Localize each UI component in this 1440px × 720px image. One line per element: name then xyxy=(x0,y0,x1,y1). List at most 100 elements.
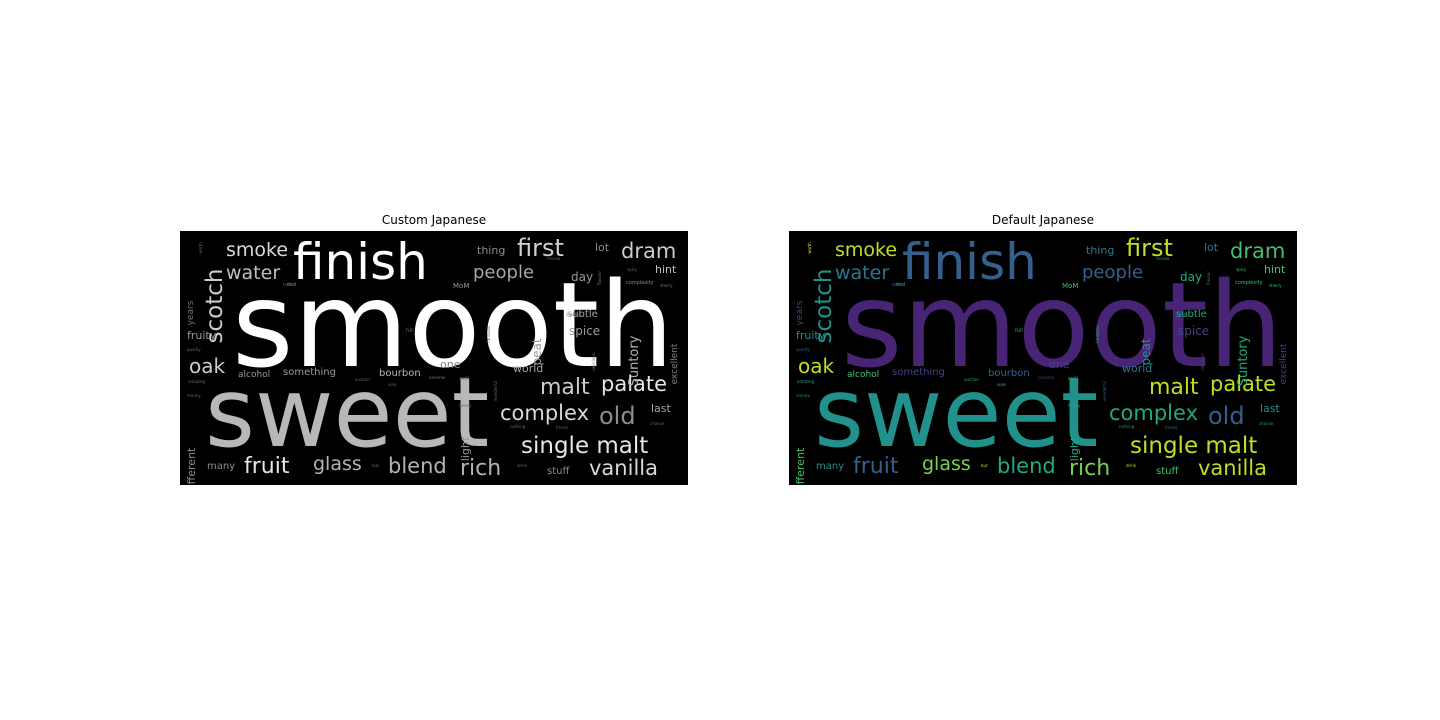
word-first: first xyxy=(517,234,564,262)
word-fruit: fruit xyxy=(244,454,290,479)
word-honey: honey xyxy=(459,403,472,408)
word-complex: complex xyxy=(1109,401,1198,425)
word-palate: palate xyxy=(601,372,667,396)
word-auction: auction xyxy=(355,377,370,382)
word-water: water xyxy=(835,262,889,284)
word-wonderful: wonderful xyxy=(1102,381,1107,401)
word-finish: finish xyxy=(293,233,428,291)
word-blend: blend xyxy=(997,454,1056,478)
default-panel-title: Default Japanese xyxy=(991,213,1095,227)
word-oak: oak xyxy=(189,354,225,378)
word-finish: finish xyxy=(902,233,1037,291)
word-rich: rich xyxy=(460,456,501,481)
word-chance: chance xyxy=(1259,421,1274,426)
word-day: day xyxy=(571,270,593,284)
word-fruity: fruity xyxy=(796,329,826,342)
word-bourbon: bourbon xyxy=(379,368,421,379)
word-fantastic: fantastic xyxy=(486,325,491,342)
default-wordcloud: smooth sweet finish first dram scotch smoke wat… xyxy=(789,231,1297,485)
word-complex: complex xyxy=(500,401,589,425)
word-glass: glass xyxy=(922,453,971,475)
word-but: but xyxy=(981,463,988,468)
word-dram: dram xyxy=(1230,239,1285,263)
word-bourbon: bourbon xyxy=(988,368,1030,379)
word-vanilla: vanilla xyxy=(1198,456,1267,480)
word-scotch: scotch xyxy=(202,269,228,344)
word-amazing: amazing xyxy=(797,379,815,384)
word-years: years xyxy=(795,300,805,325)
word-flavour: flavour xyxy=(1206,271,1211,285)
word-sure: sure xyxy=(997,382,1006,387)
word-single-malt: single malt xyxy=(1130,433,1257,459)
word-lot: lot xyxy=(595,241,610,254)
word-rich: rich xyxy=(1069,456,1110,481)
word-malt: malt xyxy=(1149,375,1199,400)
word-mom: MoM xyxy=(1062,282,1078,290)
word-water: water xyxy=(226,262,280,284)
word-review: review xyxy=(547,256,561,261)
word-drink: drink xyxy=(1126,463,1137,468)
word-flavour: flavour xyxy=(597,271,602,285)
word-spicy: spicy xyxy=(1236,267,1247,272)
word-old: old xyxy=(599,402,636,430)
word-friend: friend xyxy=(556,425,568,430)
word-lot: lot xyxy=(1204,241,1219,254)
word-toffee: toffee xyxy=(892,282,904,287)
word-stuff: stuff xyxy=(1156,466,1179,477)
word-light: light xyxy=(1068,436,1081,461)
word-money: money xyxy=(796,393,810,398)
word-hint: hint xyxy=(1264,263,1286,276)
word-smoke: smoke xyxy=(835,239,897,261)
word-light: light xyxy=(459,436,472,461)
word-full: full xyxy=(406,328,414,334)
word-fruity: fruity xyxy=(187,329,217,342)
word-many: many xyxy=(816,461,844,472)
word-end: end xyxy=(287,282,296,288)
word-people: people xyxy=(1082,262,1143,283)
word-old: old xyxy=(1208,402,1245,430)
word-mouth: mouth xyxy=(566,312,579,317)
word-excellent: excellent xyxy=(1279,343,1289,384)
custom-wordcloud: smooth sweet finish first dram scotch smoke wat… xyxy=(180,231,688,485)
word-caramel: caramel xyxy=(429,375,445,380)
word-auction: auction xyxy=(964,377,979,382)
word-world: world xyxy=(513,362,543,375)
word-scotch: scotch xyxy=(811,269,837,344)
word-friend: friend xyxy=(1165,425,1177,430)
word-end: end xyxy=(896,282,905,288)
word-different: different xyxy=(185,447,198,485)
word-mom: MoM xyxy=(453,282,469,290)
word-thing: thing xyxy=(477,244,505,257)
word-toffee: toffee xyxy=(283,282,295,287)
word-spicy: spicy xyxy=(627,267,638,272)
word-worth: worth xyxy=(198,242,203,254)
word-malt: malt xyxy=(540,375,590,400)
word-honey: honey xyxy=(1068,403,1081,408)
word-well: well xyxy=(459,376,469,382)
word-last: last xyxy=(1260,402,1281,415)
word-delicious: delicious xyxy=(591,353,596,371)
word-one: one xyxy=(1049,358,1070,371)
word-full: full xyxy=(1015,328,1023,334)
word-caramel: caramel xyxy=(1038,375,1054,380)
word-spice: spice xyxy=(569,324,600,338)
word-complexity: complexity xyxy=(626,280,654,286)
word-amazing: amazing xyxy=(188,379,206,384)
word-dram: dram xyxy=(621,239,676,263)
word-but: but xyxy=(372,463,379,468)
word-review: review xyxy=(1156,256,1170,261)
word-quality: quality xyxy=(796,347,810,352)
word-peat: peat xyxy=(1139,338,1153,365)
word-thing: thing xyxy=(1086,244,1114,257)
word-chance: chance xyxy=(650,421,665,426)
word-something: something xyxy=(892,367,945,378)
word-smoke: smoke xyxy=(226,239,288,261)
word-drink: drink xyxy=(517,463,528,468)
word-hint: hint xyxy=(655,263,677,276)
word-suntory: Suntory xyxy=(1236,335,1251,386)
word-fantastic: fantastic xyxy=(1095,325,1100,342)
word-mouth: mouth xyxy=(1175,312,1188,317)
word-well: well xyxy=(1068,376,1078,382)
